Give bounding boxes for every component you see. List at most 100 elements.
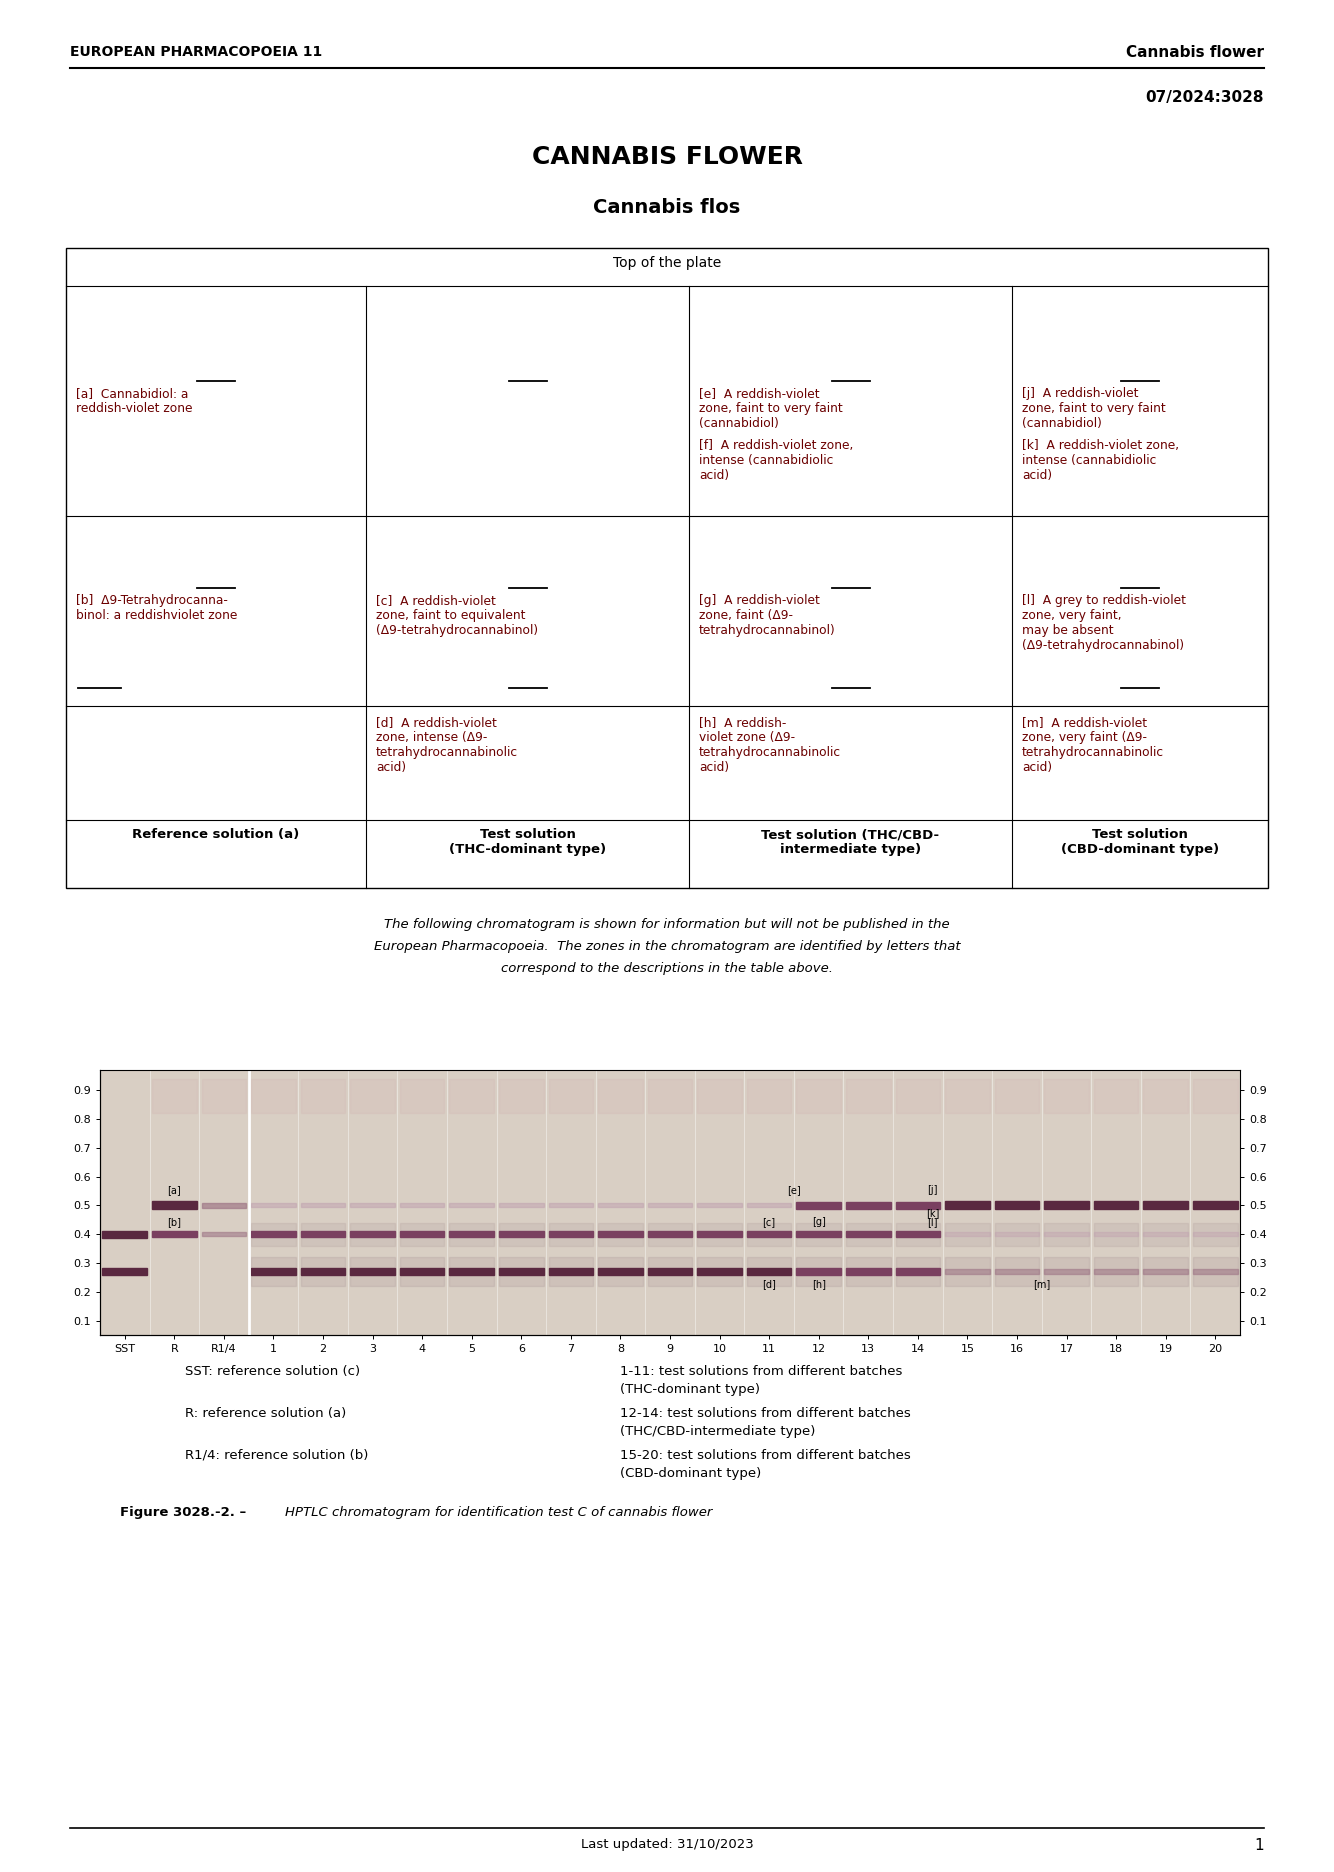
Bar <box>400 1232 444 1237</box>
Bar <box>1045 1078 1089 1114</box>
Bar <box>548 1232 594 1237</box>
Text: Last updated: 31/10/2023: Last updated: 31/10/2023 <box>580 1838 754 1851</box>
Text: European Pharmacopoeia.  The zones in the chromatogram are identified by letters: European Pharmacopoeia. The zones in the… <box>374 940 960 953</box>
Bar <box>1094 1269 1138 1275</box>
Bar <box>1143 1222 1189 1245</box>
Bar <box>747 1204 791 1207</box>
Bar <box>300 1222 346 1245</box>
Text: [d]: [d] <box>762 1279 776 1288</box>
Bar <box>548 1258 594 1286</box>
Text: [l]  A grey to reddish-violet
zone, very faint,
may be absent
(Δ9-tetrahydrocann: [l] A grey to reddish-violet zone, very … <box>1022 593 1186 651</box>
Text: Reference solution (a): Reference solution (a) <box>132 827 300 841</box>
Bar <box>103 1267 147 1275</box>
Bar <box>400 1204 444 1207</box>
Bar <box>598 1222 643 1245</box>
Bar <box>201 1232 247 1237</box>
Bar <box>698 1267 742 1275</box>
Bar <box>251 1267 296 1275</box>
Text: R1/4: reference solution (b): R1/4: reference solution (b) <box>185 1449 368 1462</box>
Bar <box>251 1232 296 1237</box>
Text: 12-14: test solutions from different batches: 12-14: test solutions from different bat… <box>620 1408 911 1421</box>
Bar <box>499 1078 544 1114</box>
Bar <box>598 1258 643 1286</box>
Bar <box>251 1078 296 1114</box>
Bar <box>944 1269 990 1275</box>
Bar <box>201 1202 247 1207</box>
Text: Figure 3028.-2. –: Figure 3028.-2. – <box>120 1505 251 1518</box>
Bar <box>548 1078 594 1114</box>
Bar <box>351 1267 395 1275</box>
Bar <box>995 1269 1039 1275</box>
Text: 1-11: test solutions from different batches: 1-11: test solutions from different batc… <box>620 1365 902 1378</box>
Bar <box>1045 1269 1089 1275</box>
Bar <box>995 1258 1039 1286</box>
Bar <box>450 1258 494 1286</box>
Text: [e]  A reddish-violet
zone, faint to very faint
(cannabidiol): [e] A reddish-violet zone, faint to very… <box>699 388 843 431</box>
Text: [c]  A reddish-violet
zone, faint to equivalent
(Δ9-tetrahydrocannabinol): [c] A reddish-violet zone, faint to equi… <box>376 593 538 636</box>
Bar <box>895 1202 940 1209</box>
Bar <box>351 1222 395 1245</box>
Bar <box>995 1078 1039 1114</box>
Bar <box>1193 1222 1238 1245</box>
Bar <box>1094 1232 1138 1236</box>
Bar <box>1143 1078 1189 1114</box>
Bar <box>598 1204 643 1207</box>
Bar <box>796 1258 840 1286</box>
Bar <box>944 1222 990 1245</box>
Bar <box>698 1258 742 1286</box>
Text: [a]  Cannabidiol: a
reddish-violet zone: [a] Cannabidiol: a reddish-violet zone <box>76 388 192 416</box>
Bar <box>895 1258 940 1286</box>
Bar <box>1193 1202 1238 1209</box>
Bar <box>895 1269 940 1275</box>
Bar <box>351 1204 395 1207</box>
Bar <box>796 1222 840 1245</box>
Bar <box>65 247 1269 887</box>
Text: (THC-dominant type): (THC-dominant type) <box>620 1383 760 1397</box>
Text: [g]: [g] <box>812 1217 826 1226</box>
Bar <box>450 1232 494 1237</box>
Text: [h]  A reddish-
violet zone (Δ9-
tetrahydrocannabinolic
acid): [h] A reddish- violet zone (Δ9- tetrahyd… <box>699 715 842 773</box>
Bar <box>1193 1258 1238 1286</box>
Bar <box>846 1232 891 1237</box>
Bar <box>1045 1202 1089 1209</box>
Bar <box>400 1222 444 1245</box>
Bar <box>1143 1232 1189 1236</box>
Bar <box>1193 1232 1238 1236</box>
Bar <box>598 1078 643 1114</box>
Bar <box>400 1258 444 1286</box>
Bar <box>351 1078 395 1114</box>
Bar <box>499 1232 544 1237</box>
Text: Test solution
(THC-dominant type): Test solution (THC-dominant type) <box>450 827 606 856</box>
Bar <box>251 1204 296 1207</box>
Bar <box>450 1222 494 1245</box>
Text: SST: reference solution (c): SST: reference solution (c) <box>185 1365 360 1378</box>
Bar <box>499 1204 544 1207</box>
Bar <box>300 1204 346 1207</box>
Text: Cannabis flower: Cannabis flower <box>1126 45 1265 60</box>
Text: CANNABIS FLOWER: CANNABIS FLOWER <box>531 144 803 168</box>
Bar <box>648 1078 692 1114</box>
Text: correspond to the descriptions in the table above.: correspond to the descriptions in the ta… <box>502 962 832 975</box>
Bar <box>548 1267 594 1275</box>
Bar <box>944 1078 990 1114</box>
Text: [f]  A reddish-violet zone,
intense (cannabidiolic
acid): [f] A reddish-violet zone, intense (cann… <box>699 440 854 481</box>
Bar <box>895 1232 940 1237</box>
Text: HPTLC chromatogram for identification test C of cannabis flower: HPTLC chromatogram for identification te… <box>285 1505 712 1518</box>
Bar <box>598 1232 643 1237</box>
Text: [m]: [m] <box>1033 1279 1050 1288</box>
Bar <box>796 1202 840 1209</box>
Bar <box>698 1222 742 1245</box>
Bar <box>1193 1269 1238 1275</box>
Bar <box>1094 1222 1138 1245</box>
Bar <box>747 1258 791 1286</box>
Bar <box>648 1204 692 1207</box>
Text: [g]  A reddish-violet
zone, faint (Δ9-
tetrahydrocannabinol): [g] A reddish-violet zone, faint (Δ9- te… <box>699 593 835 636</box>
Text: Top of the plate: Top of the plate <box>612 256 722 270</box>
Bar <box>698 1232 742 1237</box>
Text: EUROPEAN PHARMACOPOEIA 11: EUROPEAN PHARMACOPOEIA 11 <box>69 45 323 60</box>
Bar <box>152 1232 196 1237</box>
Bar <box>648 1267 692 1275</box>
Bar <box>895 1222 940 1245</box>
Bar <box>351 1258 395 1286</box>
Bar <box>796 1232 840 1237</box>
